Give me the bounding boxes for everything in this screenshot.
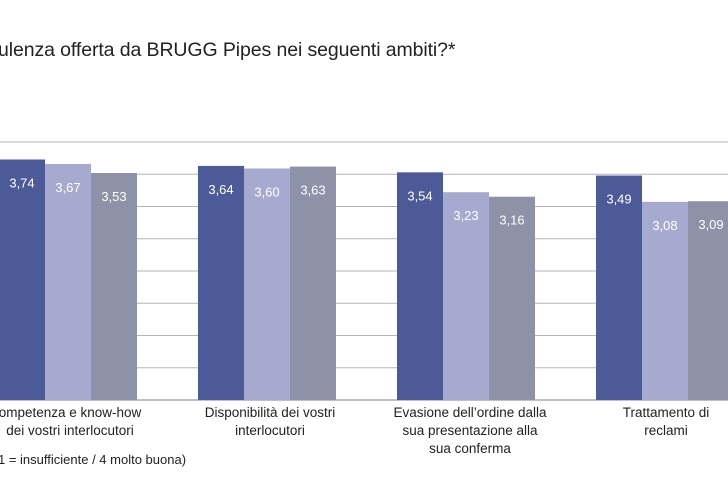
- data-label: 3,64: [208, 182, 233, 197]
- category-label: Disponibilità dei vostri interlocutori: [204, 405, 336, 438]
- bar: [596, 175, 642, 400]
- bar: [45, 163, 91, 400]
- bar: [688, 201, 728, 400]
- bars: [0, 159, 728, 400]
- category-label: ompetenza e know-how dei vostri interlocu…: [0, 405, 142, 438]
- bar: [244, 168, 290, 400]
- chart-title: ulenza offerta da BRUGG Pipes nei seguen…: [0, 39, 456, 61]
- data-label: 3,23: [453, 208, 478, 223]
- data-label: 3,67: [55, 180, 80, 195]
- value-labels: 3,74 3,67 3,53 3,64 3,60 3,63 3,54 3,23 3,16 3,49…: [9, 176, 723, 233]
- bar: [489, 196, 535, 400]
- bar: [290, 166, 336, 400]
- data-label: 3,74: [9, 176, 34, 191]
- scale-note: 1 = insufficiente / 4 molto buona): [0, 452, 187, 467]
- data-label: 3,63: [300, 183, 325, 198]
- category-label: Trattamento di reclami: [622, 405, 710, 438]
- bar: [0, 159, 45, 400]
- bar: [642, 201, 688, 400]
- data-label: 3,49: [606, 192, 631, 207]
- data-label: 3,08: [652, 218, 677, 233]
- bar: [443, 192, 489, 400]
- data-label: 3,09: [698, 217, 723, 232]
- data-label: 3,60: [254, 184, 279, 199]
- bar: [397, 172, 443, 400]
- bar: [198, 165, 244, 400]
- data-label: 3,53: [101, 189, 126, 204]
- category-label: Evasione dell’ordine dalla sua presentazi…: [393, 405, 547, 456]
- bar: [91, 172, 137, 400]
- data-label: 3,54: [407, 188, 432, 203]
- data-label: 3,16: [499, 213, 524, 228]
